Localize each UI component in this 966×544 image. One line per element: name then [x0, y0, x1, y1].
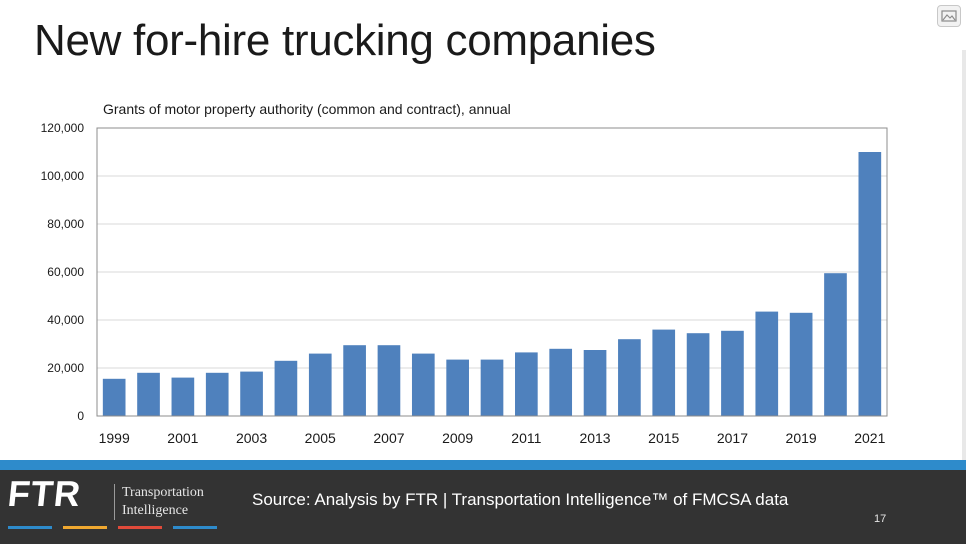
bar-2001 — [171, 377, 195, 416]
slide-edge — [962, 50, 966, 460]
bar-layer — [102, 152, 882, 416]
logo-divider — [114, 484, 115, 520]
bar-2011 — [515, 352, 538, 416]
x-tick-label: 2001 — [167, 430, 198, 446]
x-tick-label: 2007 — [373, 430, 404, 446]
bar-2005 — [308, 353, 332, 416]
bar-2006 — [343, 345, 366, 416]
bar-2016 — [686, 333, 710, 416]
x-tick-label: 2011 — [511, 430, 541, 446]
ftr-logo: FTR — [5, 473, 84, 514]
logo-stripe — [173, 526, 217, 529]
y-tick-label: 80,000 — [47, 217, 84, 231]
logo-stripe — [118, 526, 162, 529]
bar-2010 — [480, 359, 504, 416]
bar-2009 — [446, 359, 469, 416]
bar-chart: Grants of motor property authority (comm… — [41, 101, 888, 446]
image-icon[interactable] — [937, 5, 961, 27]
axis-layer: 0 20,000 40,000 60,000 80,000 100,000 120,000 1… — [41, 121, 888, 446]
bar-2021 — [858, 152, 882, 416]
logo-stripe — [63, 526, 107, 529]
x-tick-label: 2021 — [854, 430, 885, 446]
x-tick-label: 2009 — [442, 430, 473, 446]
bar-2002 — [205, 372, 229, 416]
bar-1999 — [102, 378, 126, 416]
x-tick-label: 2015 — [648, 430, 679, 446]
bar-2013 — [583, 350, 607, 416]
x-tick-label: 2003 — [236, 430, 267, 446]
source-note: Source: Analysis by FTR | Transportation… — [252, 490, 789, 509]
bar-2020 — [824, 273, 847, 416]
chart-title: Grants of motor property authority (comm… — [103, 101, 511, 117]
bar-2012 — [549, 348, 573, 416]
logo-stripe — [8, 526, 52, 529]
bar-2004 — [274, 360, 298, 416]
y-tick-label: 120,000 — [41, 121, 85, 135]
x-tick-label: 2013 — [579, 430, 610, 446]
y-tick-label: 60,000 — [47, 265, 84, 279]
bar-2003 — [240, 371, 263, 416]
footer: FTR Transportation Intelligence Source: … — [0, 470, 966, 544]
y-tick-label: 100,000 — [41, 169, 85, 183]
y-tick-label: 0 — [77, 409, 84, 423]
bar-2014 — [618, 339, 641, 416]
image-icon-glyph — [941, 10, 957, 22]
page-number: 17 — [874, 513, 887, 525]
logo-tagline-line1: Transportation — [122, 485, 204, 500]
bar-2007 — [377, 345, 401, 416]
x-tick-label: 2005 — [305, 430, 336, 446]
logo-tagline-line2: Intelligence — [122, 503, 189, 518]
y-tick-label: 40,000 — [47, 313, 84, 327]
x-tick-label: 2019 — [786, 430, 817, 446]
bar-2018 — [755, 311, 779, 416]
y-tick-label: 20,000 — [47, 361, 84, 375]
slide-title: New for-hire trucking companies — [34, 16, 656, 65]
bar-2017 — [721, 330, 744, 416]
x-tick-label: 1999 — [99, 430, 130, 446]
footer-accent-band — [0, 460, 966, 470]
x-tick-label: 2017 — [717, 430, 748, 446]
bar-2019 — [789, 312, 813, 416]
plot-frame — [96, 127, 888, 417]
logo-color-stripes — [8, 526, 218, 529]
bar-2008 — [411, 353, 435, 416]
bar-2000 — [137, 372, 160, 416]
bar-2015 — [652, 329, 676, 416]
grid-layer — [97, 175, 887, 369]
